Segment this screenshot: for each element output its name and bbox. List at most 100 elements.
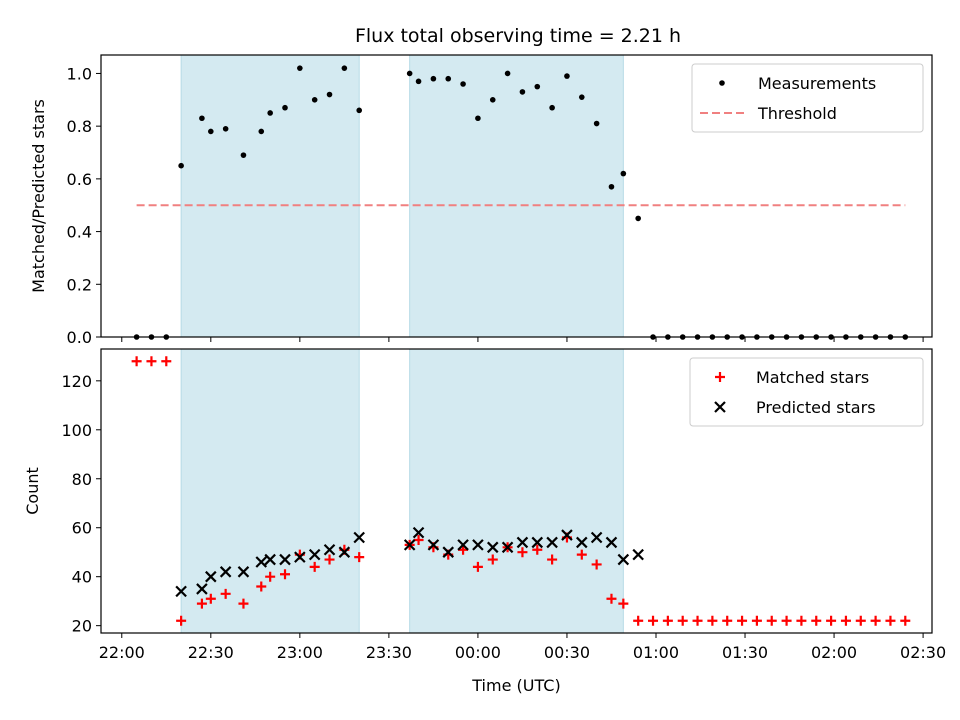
matched-stars-point — [840, 615, 851, 626]
predicted-stars-point — [427, 539, 440, 551]
x-axis-label: Time (UTC) — [471, 676, 560, 695]
x-tick-label: 23:30 — [366, 643, 412, 662]
matched-stars-point — [870, 615, 881, 626]
matched-stars-point — [547, 554, 558, 565]
matched-stars-point — [205, 593, 216, 604]
observing-window — [409, 348, 624, 634]
x-tick-label: 01:00 — [633, 643, 679, 662]
measurement-point — [489, 97, 496, 103]
matched-stars-point — [517, 547, 528, 558]
predicted-stars-point — [279, 553, 291, 566]
predicted-stars-point — [403, 539, 416, 551]
matched-stars-point — [196, 598, 207, 609]
matched-stars-point — [737, 615, 748, 626]
matched-stars-point — [176, 615, 187, 626]
x-tick-label: 22:00 — [99, 643, 145, 662]
matched-stars-point — [766, 615, 777, 626]
y-tick-label: 0.2 — [67, 275, 92, 294]
predicted-stars-point — [561, 529, 573, 541]
legend: Measurements Threshold — [691, 63, 924, 133]
legend-box — [691, 63, 924, 133]
x-tick-label: 00:00 — [455, 643, 501, 662]
x-tick-label: 02:00 — [811, 643, 857, 662]
matched-stars-point — [618, 598, 629, 609]
predicted-stars-point — [175, 585, 187, 598]
predicted-stars-point — [501, 541, 514, 554]
matched-stars-point — [900, 615, 911, 626]
measurement-point — [311, 97, 318, 103]
predicted-stars-point — [196, 583, 208, 595]
measurement-point — [208, 128, 214, 135]
legend: Matched stars Predicted stars — [689, 357, 924, 427]
y-axis-label: Count — [23, 467, 42, 515]
matched-stars-point — [677, 615, 688, 626]
y-tick-label: 120 — [61, 372, 92, 391]
x-tick-label: 22:30 — [188, 643, 234, 662]
matched-stars-point — [458, 544, 469, 555]
matched-stars-point — [220, 588, 231, 599]
measurement-point — [549, 104, 555, 111]
measurement-point — [240, 152, 247, 158]
measurement-point — [356, 107, 363, 114]
matched-stars-point — [265, 571, 276, 582]
predicted-stars-point — [486, 541, 499, 554]
predicted-stars-point — [442, 546, 455, 558]
matched-stars-point — [662, 615, 673, 626]
matched-stars-point — [796, 615, 807, 626]
measurement-point — [326, 91, 333, 98]
matched-stars-point — [885, 615, 896, 626]
matched-stars-point — [324, 554, 335, 565]
measurement-point — [635, 215, 641, 222]
measurement-point — [341, 65, 348, 71]
matched-stars-point — [487, 554, 498, 565]
measurement-point — [415, 78, 422, 85]
matched-stars-point — [648, 615, 659, 626]
y-tick-label: 0.8 — [67, 117, 92, 136]
matched-stars-point — [309, 561, 320, 572]
predicted-stars-point — [617, 553, 630, 566]
y-axis-label: Matched/Predicted stars — [29, 99, 48, 293]
matched-stars-point — [413, 534, 424, 545]
x-tick-label: 02:30 — [900, 643, 946, 662]
predicted-stars-point — [457, 539, 469, 551]
predicted-stars-point — [237, 566, 250, 578]
measurement-point — [564, 73, 570, 79]
observing-window — [180, 54, 360, 338]
legend-box — [689, 357, 924, 427]
matched-stars-point — [256, 581, 267, 592]
predicted-stars-point — [294, 551, 306, 563]
predicted-stars-point — [516, 536, 529, 549]
count-panel: 20 40 60 80 100 120 22:00 22:30 23:00 23:30 00:00 0… — [23, 348, 946, 695]
predicted-stars-point — [255, 556, 268, 568]
x-tick-label: 01:30 — [722, 643, 768, 662]
measurement-point — [297, 65, 303, 71]
measurement-point — [282, 104, 288, 111]
predicted-stars-point — [472, 539, 484, 551]
measurement-point — [578, 94, 585, 100]
y-tick-label: 0.0 — [67, 328, 92, 347]
matched-stars-point — [238, 598, 249, 609]
matched-stars-point — [354, 552, 365, 563]
figure-title: Flux total observing time = 2.21 h — [355, 25, 681, 47]
matched-stars-point — [131, 356, 142, 367]
predicted-stars-point — [323, 543, 336, 556]
y-tick-label: 1.0 — [67, 64, 92, 83]
legend-label: Threshold — [757, 104, 837, 123]
measurement-point — [199, 115, 205, 122]
measurement-point — [460, 81, 466, 87]
y-tick-label: 20 — [72, 617, 92, 636]
matched-stars-point — [751, 615, 762, 626]
predicted-stars-point — [338, 546, 351, 558]
measurement-point — [178, 162, 184, 169]
matched-stars-point — [855, 615, 866, 626]
measurement-point — [519, 89, 526, 95]
matched-stars-point — [811, 615, 822, 626]
predicted-stars-point — [205, 570, 217, 583]
predicted-stars-point — [546, 536, 558, 549]
predicted-stars-point — [219, 566, 232, 578]
predicted-stars-point — [576, 536, 588, 549]
observing-window — [409, 54, 624, 338]
measurement-point — [608, 183, 615, 190]
legend-label: Predicted stars — [756, 398, 876, 417]
